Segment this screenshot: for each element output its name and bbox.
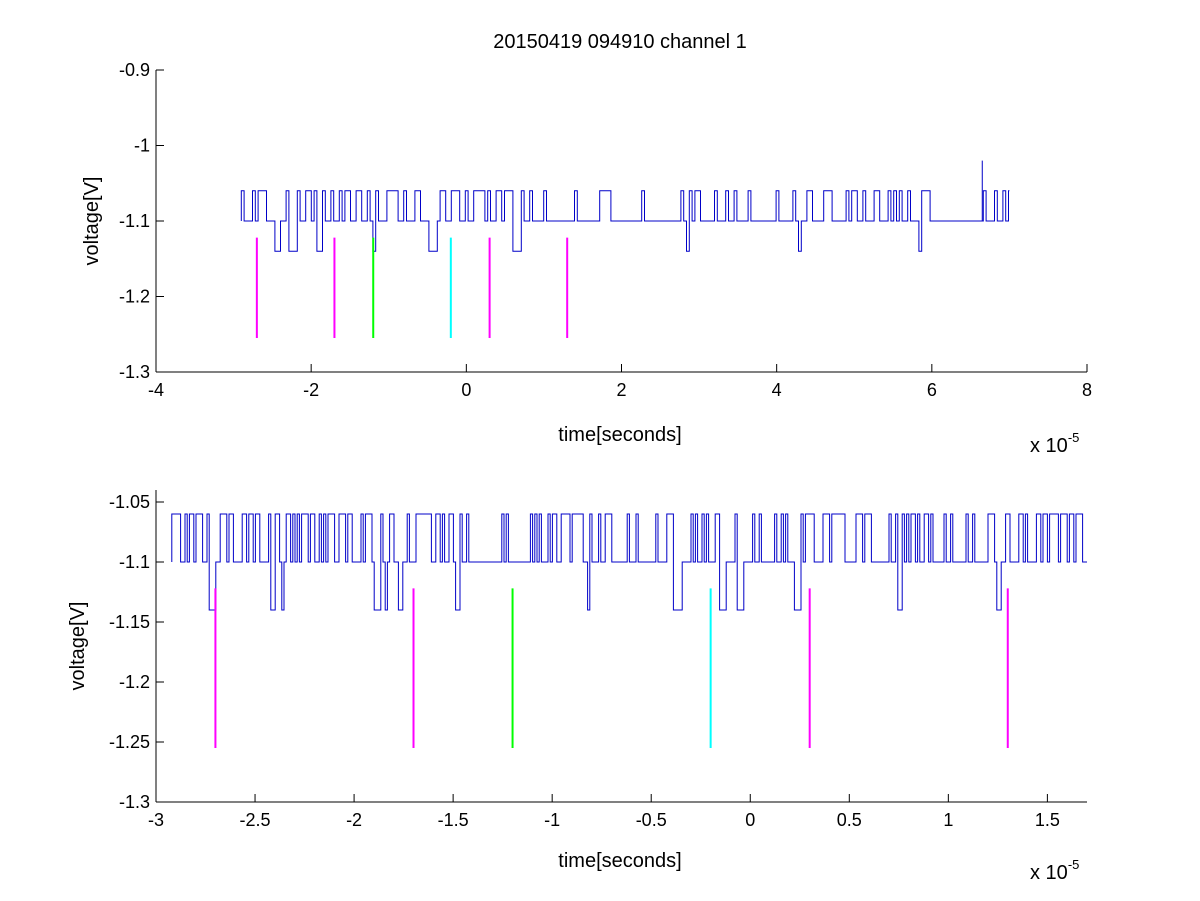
plot-bottom-xticks: -3 -2.5 -2 -1.5 -1 -0.5 0 0.5 1 1.5	[148, 794, 1060, 830]
plot-bottom-x-scale-exponent: -5	[1068, 857, 1080, 872]
y-tick-label: -1.05	[109, 492, 150, 512]
x-tick-label: 0	[461, 380, 471, 400]
y-tick-label: -1.1	[119, 211, 150, 231]
x-tick-label: -3	[148, 810, 164, 830]
plot-bottom-x-scale: x 10-5	[1030, 857, 1079, 884]
y-tick-label: -1.3	[119, 362, 150, 382]
plot-top-x-scale-base: x 10	[1030, 435, 1068, 457]
y-tick-label: -1.2	[119, 672, 150, 692]
x-tick-label: -2	[346, 810, 362, 830]
plot-top-xticks: -4 -2 0 2 4 6 8	[148, 364, 1092, 400]
figure-title: 20150419 094910 channel 1	[493, 31, 747, 53]
plot-bottom: -3 -2.5 -2 -1.5 -1 -0.5 0 0.5 1 1.5 -1.3 -1.25 -1.2…	[67, 490, 1087, 884]
plot-bottom-xlabel: time[seconds]	[558, 850, 681, 872]
plot-bottom-yticks: -1.3 -1.25 -1.2 -1.15 -1.1 -1.05	[109, 492, 164, 812]
plot-bottom-axes-box	[156, 490, 1087, 802]
plot-top: -4 -2 0 2 4 6 8 -1.3 -1.2 -1.1 -1 -0.9 time[second…	[81, 60, 1092, 457]
plot-bottom-marker-layer	[214, 588, 1009, 748]
x-tick-label: 6	[927, 380, 937, 400]
plot-bottom-ylabel: voltage[V]	[67, 602, 89, 691]
x-tick-label: -1.5	[438, 810, 469, 830]
signal-trace	[240, 190, 1010, 252]
x-tick-label: 8	[1082, 380, 1092, 400]
x-tick-label: 1.5	[1035, 810, 1060, 830]
x-tick-label: 1	[943, 810, 953, 830]
plot-bottom-signal-layer	[171, 513, 1087, 611]
x-tick-label: 2	[616, 380, 626, 400]
y-tick-label: -1.2	[119, 287, 150, 307]
x-tick-label: 0.5	[837, 810, 862, 830]
x-tick-label: 4	[772, 380, 782, 400]
plot-top-ylabel: voltage[V]	[81, 177, 103, 266]
plot-top-x-scale-exponent: -5	[1068, 430, 1080, 445]
signal-trace	[171, 513, 1087, 611]
y-tick-label: -1.15	[109, 612, 150, 632]
x-tick-label: -2	[303, 380, 319, 400]
plot-top-signal-layer	[240, 160, 1010, 252]
plot-top-yticks: -1.3 -1.2 -1.1 -1 -0.9	[119, 60, 164, 382]
plot-top-xlabel: time[seconds]	[558, 424, 681, 446]
y-tick-label: -1	[134, 136, 150, 156]
x-tick-label: 0	[745, 810, 755, 830]
y-tick-label: -1.1	[119, 552, 150, 572]
x-tick-label: -0.5	[636, 810, 667, 830]
y-tick-label: -1.3	[119, 792, 150, 812]
x-tick-label: -1	[544, 810, 560, 830]
x-tick-label: -2.5	[240, 810, 271, 830]
plot-top-marker-layer	[255, 237, 569, 339]
y-tick-label: -0.9	[119, 60, 150, 80]
plot-bottom-x-scale-base: x 10	[1030, 862, 1068, 884]
plot-top-x-scale: x 10-5	[1030, 430, 1079, 457]
y-tick-label: -1.25	[109, 732, 150, 752]
x-tick-label: -4	[148, 380, 164, 400]
